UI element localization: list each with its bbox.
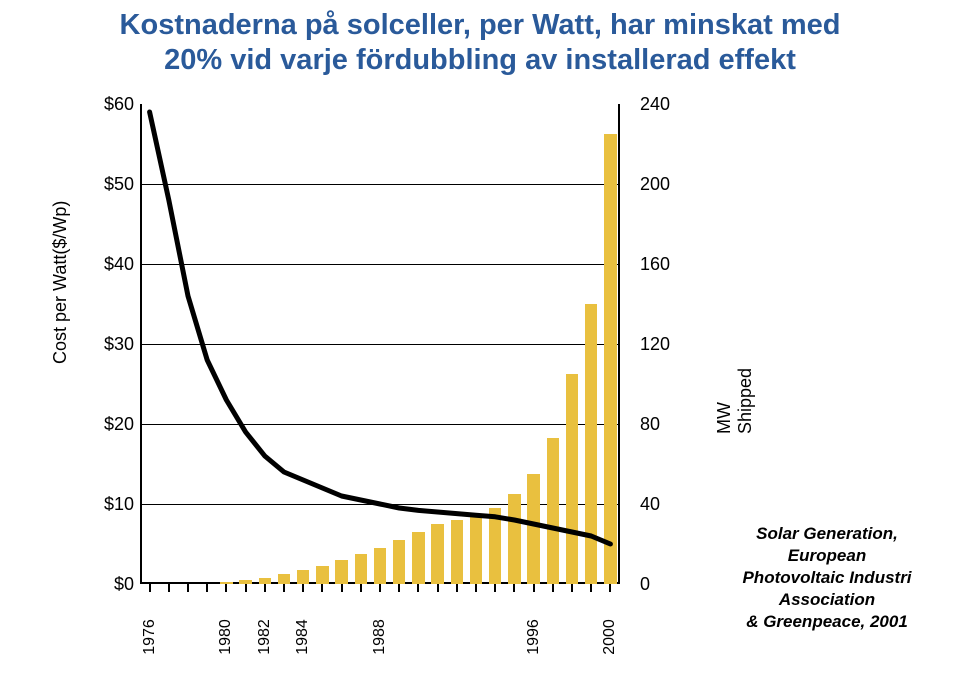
gridline [140, 264, 620, 265]
x-tick [321, 584, 323, 592]
y-right-tick-label: 40 [640, 494, 686, 515]
y-left-tick-label: $30 [84, 334, 134, 355]
mw-bar [604, 134, 616, 584]
source-line: European [722, 545, 932, 567]
y-left-tick-label: $0 [84, 574, 134, 595]
mw-bar [278, 574, 290, 584]
x-tick [398, 584, 400, 592]
mw-bar [335, 560, 347, 584]
mw-bar [470, 516, 482, 584]
y-left-tick-label: $60 [84, 94, 134, 115]
x-tick [590, 584, 592, 592]
page-title: Kostnaderna på solceller, per Watt, har … [100, 8, 860, 78]
y-left-tick-label: $20 [84, 414, 134, 435]
y-right-tick-label: 120 [640, 334, 686, 355]
mw-bar [297, 570, 309, 584]
y-left-tick-label: $50 [84, 174, 134, 195]
mw-bar [355, 554, 367, 584]
x-tick [437, 584, 439, 592]
x-tick [571, 584, 573, 592]
x-tick [341, 584, 343, 592]
x-tick-label: 1976 [141, 617, 159, 657]
gridline [140, 184, 620, 185]
y-right-tick-label: 240 [640, 94, 686, 115]
mw-bar [451, 520, 463, 584]
mw-bar [508, 494, 520, 584]
source-line: Solar Generation, [722, 523, 932, 545]
x-tick-label: 1996 [525, 617, 543, 657]
x-tick [494, 584, 496, 592]
source-line: & Greenpeace, 2001 [722, 611, 932, 633]
y-right-tick-label: 160 [640, 254, 686, 275]
mw-bar [374, 548, 386, 584]
x-tick [552, 584, 554, 592]
mw-bar [585, 304, 597, 584]
y-right-tick-label: 200 [640, 174, 686, 195]
source-line: Photovoltaic Industri [722, 567, 932, 589]
x-tick-label: 2000 [601, 617, 619, 657]
source-line: Association [722, 589, 932, 611]
x-tick [456, 584, 458, 592]
x-tick-label: 1980 [217, 617, 235, 657]
y-left-tick-label: $40 [84, 254, 134, 275]
x-tick [187, 584, 189, 592]
x-tick-label: 1982 [256, 617, 274, 657]
gridline [140, 344, 620, 345]
x-tick [168, 584, 170, 592]
mw-bar [316, 566, 328, 584]
mw-bar [547, 438, 559, 584]
x-tick [245, 584, 247, 592]
x-tick [302, 584, 304, 592]
mw-bar [412, 532, 424, 584]
gridline [140, 424, 620, 425]
y-left-tick-label: $10 [84, 494, 134, 515]
mw-bar [527, 474, 539, 584]
mw-bar [393, 540, 405, 584]
mw-bar [239, 580, 251, 584]
x-tick [379, 584, 381, 592]
x-tick [533, 584, 535, 592]
plot-area: 1976198019821984198819962000 [140, 104, 620, 584]
x-tick [264, 584, 266, 592]
x-tick [360, 584, 362, 592]
x-tick-label: 1988 [371, 617, 389, 657]
source-credit: Solar Generation,EuropeanPhotovoltaic In… [722, 523, 932, 633]
x-tick [206, 584, 208, 592]
y-left-axis-title: Cost per Watt($/Wp) [50, 201, 71, 364]
x-tick [283, 584, 285, 592]
mw-bar [566, 374, 578, 584]
mw-bar [431, 524, 443, 584]
y-right-axis-title: MW Shipped [714, 368, 756, 434]
x-tick [513, 584, 515, 592]
x-tick-label: 1984 [294, 617, 312, 657]
solar-cost-chart: Cost per Watt($/Wp) MW Shipped 197619801… [140, 104, 680, 664]
x-tick [475, 584, 477, 592]
x-tick [149, 584, 151, 592]
mw-bar [259, 578, 271, 584]
y-right-tick-label: 80 [640, 414, 686, 435]
x-tick [609, 584, 611, 592]
mw-bar [489, 508, 501, 584]
mw-bar [220, 582, 232, 584]
y-right-tick-label: 0 [640, 574, 686, 595]
x-tick [417, 584, 419, 592]
x-tick [225, 584, 227, 592]
